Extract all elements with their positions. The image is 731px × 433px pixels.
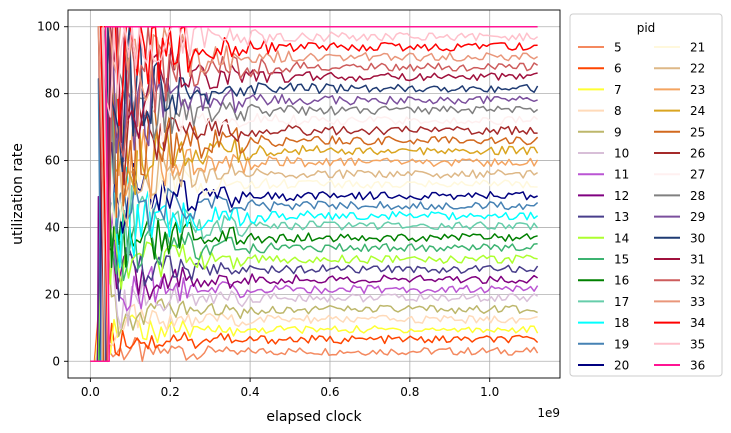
y-tick-label: 20: [45, 287, 60, 301]
legend-label: 36: [690, 359, 705, 373]
legend-label: 19: [614, 337, 629, 351]
legend-label: 17: [614, 295, 629, 309]
series-line-11: [90, 211, 539, 363]
legend-label: 14: [614, 231, 629, 245]
legend-label: 28: [690, 189, 705, 203]
legend-title: pid: [637, 21, 656, 35]
series-line-32: [90, 25, 538, 363]
legend-label: 21: [690, 41, 705, 55]
plot-frame: [67, 9, 561, 379]
legend-label: 29: [690, 210, 705, 224]
x-axis-ticks: 0.0 0.2 0.4 0.6 0.8 1.0: [81, 378, 499, 399]
series-line-23: [90, 25, 539, 363]
legend-items: 5 6 7 8 9 10 11 12 13 14 15 16 17 18 19 20 21 22 23 24 25 26 2…: [578, 41, 705, 373]
series-line-6: [90, 292, 539, 363]
x-tick-label: 0.2: [161, 385, 180, 399]
legend-label: 10: [614, 147, 629, 161]
legend-label: 30: [690, 231, 705, 245]
y-tick-label: 100: [37, 20, 60, 34]
x-tick-label: 0.6: [320, 385, 339, 399]
x-tick-label: 0.0: [81, 385, 100, 399]
legend-label: 26: [690, 147, 705, 161]
legend-label: 24: [690, 104, 705, 118]
legend-label: 27: [690, 168, 705, 182]
series-line-20: [90, 62, 538, 363]
series-line-16: [90, 129, 538, 363]
series-line-15: [90, 145, 538, 363]
series-line-17: [90, 110, 539, 363]
series-line-13: [90, 179, 539, 363]
legend-label: 12: [614, 189, 629, 203]
series-line-5: [90, 311, 539, 363]
series-line-19: [90, 78, 539, 363]
series-layer: [90, 25, 539, 363]
series-line-8: [90, 260, 538, 363]
series-line-28: [90, 25, 539, 363]
legend-label: 6: [614, 62, 622, 76]
series-line-26: [90, 25, 538, 363]
legend-label: 31: [690, 253, 705, 267]
y-tick-label: 80: [45, 87, 60, 101]
y-tick-label: 40: [45, 220, 60, 234]
legend-label: 32: [690, 274, 705, 288]
legend-label: 34: [690, 316, 705, 330]
legend-label: 13: [614, 210, 629, 224]
y-axis-label: utilization rate: [10, 143, 26, 245]
y-axis-ticks: 0 20 40 60 80 100: [37, 20, 68, 368]
series-line-9: [90, 244, 538, 363]
series-line-25: [90, 25, 539, 363]
legend-label: 25: [690, 125, 705, 139]
series-line-14: [90, 163, 538, 363]
series-line-18: [90, 94, 539, 363]
series-line-29: [90, 25, 538, 363]
y-tick-label: 60: [45, 154, 60, 168]
legend-label: 35: [690, 337, 705, 351]
series-line-21: [90, 43, 538, 363]
legend-label: 5: [614, 41, 622, 55]
series-line-33: [90, 25, 539, 363]
series-line-34: [90, 25, 538, 363]
series-line-7: [90, 276, 539, 363]
legend-label: 15: [614, 253, 629, 267]
y-tick-label: 0: [52, 354, 60, 368]
series-line-27: [90, 25, 539, 363]
legend-box: [569, 13, 723, 377]
x-axis-offset-label: 1e9: [537, 406, 560, 420]
legend-label: 16: [614, 274, 629, 288]
legend-label: 20: [614, 359, 629, 373]
series-line-10: [90, 225, 539, 363]
series-line-12: [90, 195, 538, 363]
legend-label: 23: [690, 83, 705, 97]
series-line-36: [90, 25, 538, 363]
legend-label: 33: [690, 295, 705, 309]
x-tick-label: 1.0: [480, 385, 499, 399]
x-tick-label: 0.4: [241, 385, 260, 399]
series-line-30: [90, 25, 539, 363]
legend-label: 7: [614, 83, 622, 97]
legend: pid 5 6 7 8 9 10 11 12 13 14 15 16 17 18 19 20 21 22 23 24 2…: [569, 13, 723, 377]
legend-label: 9: [614, 125, 622, 139]
x-axis-label: elapsed clock: [266, 409, 362, 425]
x-tick-label: 0.8: [400, 385, 419, 399]
legend-label: 22: [690, 62, 705, 76]
legend-label: 11: [614, 168, 629, 182]
series-line-24: [90, 25, 539, 363]
legend-label: 8: [614, 104, 622, 118]
legend-label: 18: [614, 316, 629, 330]
series-line-35: [90, 25, 539, 363]
